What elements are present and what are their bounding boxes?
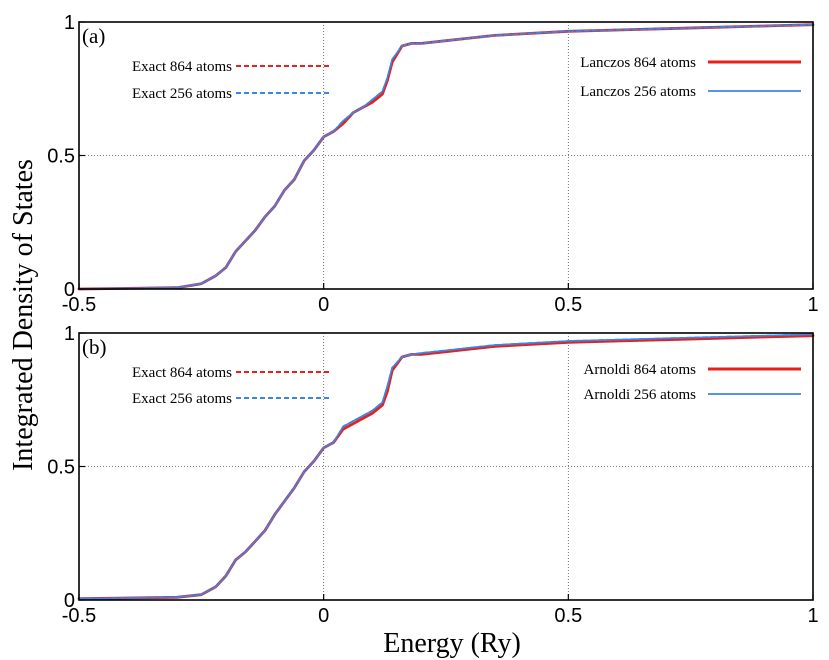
legend-label: Lanczos 864 atoms [580,55,696,71]
legend-label: Exact 256 atoms [132,391,232,407]
series-line-1 [78,333,814,600]
series-line-1 [78,23,814,290]
x-tick-label: 0 [318,294,329,316]
legend-label: Exact 864 atoms [132,365,232,381]
y-tick-label: 0.5 [47,146,75,168]
panel-label: (b) [82,335,107,359]
x-tick-label: 1 [807,605,818,627]
x-axis-title: Energy (Ry) [383,628,521,659]
y-tick-label: 1 [64,12,75,34]
x-tick-label: -0.5 [62,605,96,627]
legend-label: Arnoldi 256 atoms [584,387,697,403]
x-tick-label: 1 [807,294,818,316]
x-tick-label: -0.5 [62,294,96,316]
x-tick-label: 0.5 [554,294,582,316]
y-tick-label: 0 [64,279,75,301]
x-tick-label: 0.5 [554,605,582,627]
y-tick-label: 0.5 [47,457,75,479]
legend-label: Lanczos 256 atoms [580,84,696,100]
legend-label: Exact 256 atoms [132,86,232,102]
legend-label: Exact 864 atoms [132,59,232,75]
y-axis-title: Integrated Density of States [8,159,39,471]
y-tick-label: 0 [64,590,75,612]
x-tick-label: 0 [318,605,329,627]
legend-label: Arnoldi 864 atoms [584,362,697,378]
panel-label: (a) [82,24,105,48]
series-line-0 [78,334,814,600]
y-tick-label: 1 [64,323,75,345]
